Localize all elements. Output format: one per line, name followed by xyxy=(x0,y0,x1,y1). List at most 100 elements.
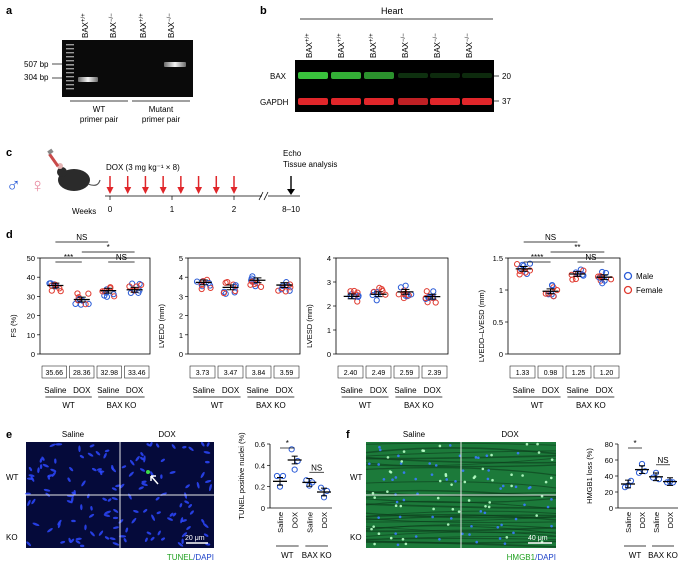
tissue-fiber xyxy=(365,457,557,467)
mean-value-box xyxy=(337,365,364,379)
nucleus-dot xyxy=(505,536,509,539)
nucleus-dot xyxy=(449,517,453,520)
dapi-nucleus xyxy=(141,482,148,486)
echo-chart-4: 0 0.5 1 1.5 LVEDD–LVESD (mm) 1.33 0.98 1.25 1.20… xyxy=(477,233,621,410)
gel-band-mutant xyxy=(164,62,186,67)
dapi-nucleus xyxy=(128,471,134,477)
sig-bracket-wt-saline-ko-saline-label: NS xyxy=(76,233,87,242)
nucleus-dot xyxy=(523,503,526,507)
nucleus-dot xyxy=(373,496,376,499)
chart-frame xyxy=(335,257,449,355)
mean-value-box xyxy=(421,365,448,379)
male-point xyxy=(72,300,79,308)
dapi-nucleus xyxy=(184,500,190,504)
y-tick-label: 0.5 xyxy=(493,318,503,327)
nucleus-dot xyxy=(391,478,394,482)
nucleus-dot xyxy=(484,505,487,508)
e-row-wt: WT xyxy=(6,473,19,482)
dapi-nucleus xyxy=(157,530,161,536)
nucleus-dot xyxy=(377,516,380,519)
f-col-dox: DOX xyxy=(501,430,519,439)
data-point xyxy=(323,487,331,495)
dapi-nucleus xyxy=(155,496,160,501)
dapi-nucleus xyxy=(109,537,116,541)
nucleus-dot xyxy=(402,498,406,502)
y-tick-label: 0 xyxy=(179,350,183,359)
x-category-label: DOX xyxy=(291,512,300,528)
data-point xyxy=(669,479,677,486)
dapi-nucleus xyxy=(184,492,188,499)
x-category-label: Saline xyxy=(246,386,269,395)
dapi-nucleus xyxy=(144,537,148,542)
sig-label-wt: * xyxy=(286,439,289,448)
dapi-nucleus xyxy=(75,537,82,541)
chart-frame xyxy=(39,257,151,355)
dox-arrow-head xyxy=(177,187,185,194)
sig-label-ko: NS xyxy=(311,463,322,472)
y-tick-label: 0 xyxy=(31,350,35,359)
sig-bracket-wt-saline-ko-saline-label: NS xyxy=(545,233,556,242)
f-stain-label: HMGB1/DAPI xyxy=(507,553,556,562)
female-point xyxy=(395,291,402,298)
sig-label-wt: * xyxy=(633,439,636,448)
dapi-nucleus xyxy=(50,468,57,472)
mean-value-label: 1.33 xyxy=(516,370,530,377)
y-tick-label: 30 xyxy=(27,292,35,301)
x-category-label: Saline xyxy=(97,386,120,395)
nucleus-dot xyxy=(368,462,371,466)
female-point xyxy=(282,288,289,295)
male-point xyxy=(430,288,437,295)
y-tick-label: 20 xyxy=(605,488,613,497)
sig-label-ko: NS xyxy=(657,456,668,465)
y-tick-label: 1 xyxy=(179,331,183,340)
group-label: WT xyxy=(62,401,75,410)
dapi-nucleus xyxy=(39,464,43,470)
mean-value-box xyxy=(96,365,122,379)
male-point xyxy=(548,281,556,289)
nucleus-dot xyxy=(400,460,404,463)
dapi-nucleus xyxy=(41,456,45,461)
dapi-nucleus xyxy=(203,451,211,454)
nucleus-dot xyxy=(436,496,440,500)
nucleus-dot xyxy=(487,469,490,472)
dapi-nucleus xyxy=(111,464,114,470)
dapi-nucleus xyxy=(140,452,144,457)
mean-value-label: 33.46 xyxy=(128,370,146,377)
nucleus-dot xyxy=(477,456,480,460)
dapi-nucleus xyxy=(88,513,95,518)
female-point xyxy=(580,267,587,274)
blot-image xyxy=(295,60,494,112)
nucleus-dot xyxy=(472,476,476,480)
nucleus-dot xyxy=(386,456,390,459)
group-label: WT xyxy=(281,551,294,560)
dapi-nucleus xyxy=(118,535,127,538)
mean-value-label: 2.40 xyxy=(344,370,358,377)
nucleus-dot xyxy=(470,524,473,528)
y-tick-label: 1 xyxy=(499,286,503,295)
dapi-nucleus xyxy=(80,504,83,511)
y-axis-label: TUNEL positive nuclei (%) xyxy=(237,432,246,520)
nucleus-dot xyxy=(536,442,539,446)
nucleus-dot xyxy=(499,487,502,490)
nucleus-dot xyxy=(483,511,487,515)
x-category-label: DOX xyxy=(126,386,144,395)
sig-bracket-wt-label: **** xyxy=(531,253,543,262)
dapi-nucleus xyxy=(140,456,144,461)
dapi-nucleus xyxy=(49,443,56,448)
gel-lane-label-1: BAX+/+ xyxy=(81,13,90,38)
y-tick-label: 0 xyxy=(261,504,265,513)
dapi-nucleus xyxy=(68,537,72,544)
dapi-nucleus xyxy=(204,479,212,483)
nucleus-dot xyxy=(490,453,493,457)
nucleus-dot xyxy=(394,476,398,479)
nucleus-dot xyxy=(395,500,399,504)
nucleus-dot xyxy=(535,514,538,517)
x-category-label: Saline xyxy=(193,386,216,395)
nucleus-dot xyxy=(402,450,406,453)
dapi-nucleus xyxy=(123,538,127,543)
female-point xyxy=(247,281,254,288)
mean-value-label: 32.98 xyxy=(100,370,118,377)
dapi-nucleus xyxy=(201,519,205,524)
female-point xyxy=(74,297,82,304)
mean-value-label: 3.73 xyxy=(196,370,210,377)
